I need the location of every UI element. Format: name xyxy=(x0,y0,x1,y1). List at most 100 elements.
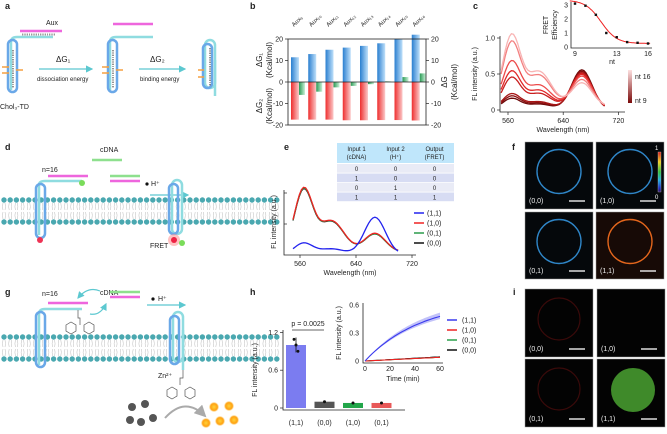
blue-hairpin xyxy=(168,314,181,366)
x-axis-label: Wavelength (nm) xyxy=(536,127,589,134)
x-tick-label: 640 xyxy=(557,118,569,125)
lipid-tail xyxy=(14,202,19,220)
lipid-head xyxy=(143,356,150,362)
lipid-head xyxy=(224,356,230,362)
category-label: Aux₁₂ xyxy=(343,13,358,28)
lipid-tail xyxy=(107,339,112,357)
lipid-bilayer xyxy=(1,334,280,362)
lipid-tail xyxy=(225,339,229,357)
bar-dg1 xyxy=(325,49,334,82)
lipid-head xyxy=(119,219,125,225)
panel-f: f (0,0) (1,0) (0,1) (1,1) 1 0 xyxy=(512,141,665,280)
lipid-tail xyxy=(8,339,12,357)
lipid-head xyxy=(75,334,82,340)
micrograph-background xyxy=(596,288,666,358)
lipid-head xyxy=(75,197,82,203)
lipid-head xyxy=(218,197,224,203)
lipid-tail xyxy=(256,339,260,357)
lipid-head xyxy=(193,356,199,362)
panel-label-c: c xyxy=(473,1,478,11)
bar-dg xyxy=(316,82,323,92)
inset-x-axis-label: nt xyxy=(609,59,615,66)
y-axis-label: FL intensity (a.u.) xyxy=(271,195,278,249)
y-tick-label-left: 10 xyxy=(275,58,283,65)
table-row xyxy=(337,173,454,183)
lipid-tail xyxy=(250,339,254,357)
lipid-tail xyxy=(2,202,6,220)
bar-dg2 xyxy=(291,82,299,120)
y-axis-label-right: ΔG xyxy=(440,76,449,88)
lipid-head xyxy=(143,334,150,340)
inset-axes xyxy=(570,2,652,49)
lipid-tail xyxy=(200,339,205,357)
lipid-head xyxy=(94,356,100,362)
lipid-head xyxy=(13,197,20,203)
lipid-head xyxy=(63,356,69,362)
lipid-head xyxy=(218,219,224,225)
lipid-head xyxy=(63,219,69,225)
proton-dot xyxy=(145,182,149,186)
lipid-head xyxy=(212,197,218,203)
x-tick-label: 720 xyxy=(406,261,418,268)
table-cell: 1 xyxy=(433,196,437,202)
category-label: Aux₁₃ xyxy=(360,13,375,28)
inset-y-tick-label: 0.6 xyxy=(349,303,359,310)
panel-label-h: h xyxy=(250,287,256,297)
lipid-head xyxy=(230,197,237,203)
legend-top-label: nt 16 xyxy=(635,74,651,81)
data-point xyxy=(323,400,326,404)
lipid-head xyxy=(162,356,168,362)
lipid-tail xyxy=(157,339,161,357)
lipid-head xyxy=(125,334,131,340)
bar-dg xyxy=(402,77,409,82)
lipid-head xyxy=(267,197,274,203)
table-header-cell: (FRET) xyxy=(425,155,445,161)
zinc-label: Zn²⁺ xyxy=(158,373,173,380)
lipid-tail xyxy=(101,339,105,357)
panel-label-d: d xyxy=(5,142,11,152)
y-axis-label: FL intensity (a.u.) xyxy=(252,343,259,397)
y-tick-label: 0.5 xyxy=(485,72,495,79)
inset-x-tick-label: 40 xyxy=(411,366,419,373)
panel-g: g n=16 cDNA H⁺ Zn²⁺ xyxy=(1,287,280,428)
lipid-head xyxy=(7,356,13,362)
lipid-head xyxy=(106,334,113,340)
lipid-tail xyxy=(45,339,50,357)
lipid-head xyxy=(212,334,218,340)
nt-colorbar xyxy=(628,70,632,103)
lipid-head xyxy=(274,334,280,340)
panel-label-b: b xyxy=(250,1,256,11)
inset-y-tick-label: 0 xyxy=(355,359,359,366)
table-cell: 1 xyxy=(394,186,398,192)
lipid-tail xyxy=(194,339,198,357)
lipid-head xyxy=(224,219,230,225)
lipid-head xyxy=(156,334,162,340)
lipid-head xyxy=(187,197,193,203)
probe-free xyxy=(102,22,153,94)
lipid-head xyxy=(137,197,144,203)
lipid-tail xyxy=(163,339,167,357)
lipid-head xyxy=(274,219,280,225)
micrograph: (1,1) xyxy=(596,358,666,428)
lipid-head xyxy=(75,356,82,362)
lipid-tail xyxy=(51,339,56,357)
confidence-band xyxy=(365,312,440,361)
lipid-head xyxy=(106,197,113,203)
n-label: n=16 xyxy=(42,167,58,174)
n-label: n=16 xyxy=(42,291,58,298)
legend-label: (1,1) xyxy=(462,318,476,325)
lipid-head xyxy=(249,356,255,362)
lipid-head xyxy=(106,219,113,225)
lipid-tail xyxy=(126,202,130,220)
lipid-head xyxy=(205,356,212,362)
legend-label: (0,1) xyxy=(427,231,441,238)
bar-dg1 xyxy=(394,39,403,82)
inset-y-tick-label: 0 xyxy=(564,45,568,52)
bar-dg2 xyxy=(308,82,317,120)
lipid-tail xyxy=(64,339,68,357)
lipid-tail xyxy=(132,202,136,220)
blue-hairpin xyxy=(201,42,214,90)
lipid-tail xyxy=(275,339,279,357)
colorbar xyxy=(657,151,662,193)
lipid-head xyxy=(26,356,32,362)
